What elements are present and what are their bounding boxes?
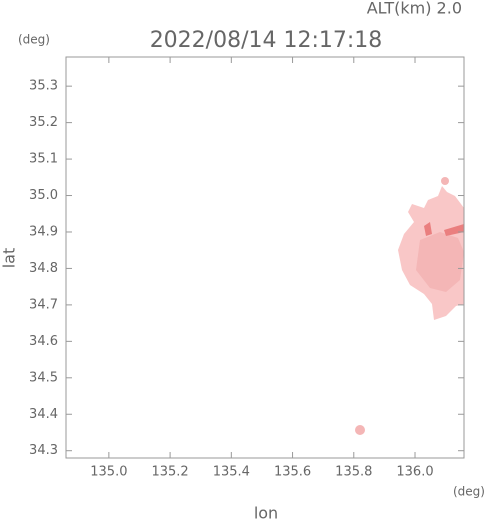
x-unit: (deg) — [453, 485, 485, 499]
y-tick-label: 34.4 — [29, 407, 58, 422]
y-axis-label: lat — [0, 248, 19, 269]
x-tick-label: 135.8 — [335, 465, 372, 480]
x-tick-label: 135.2 — [151, 465, 188, 480]
y-tick-label: 34.6 — [29, 334, 58, 349]
x-tick-label: 136.0 — [396, 465, 433, 480]
y-tick-label: 34.9 — [29, 224, 58, 239]
x-axis-label: lon — [254, 504, 278, 521]
radar-echo — [355, 177, 464, 435]
y-tick-label: 34.3 — [29, 443, 58, 458]
x-tick-label: 135.6 — [274, 465, 311, 480]
x-tick-label: 135.4 — [213, 465, 250, 480]
x-tick-label: 135.0 — [90, 465, 127, 480]
y-tick-label: 34.8 — [29, 261, 58, 276]
y-tick-label: 34.7 — [29, 297, 58, 312]
y-tick-label: 35.3 — [29, 79, 58, 94]
chart-title: 2022/08/14 12:17:18 — [150, 28, 383, 53]
y-tick-label: 35.1 — [29, 152, 58, 167]
plot-frame — [65, 56, 465, 459]
y-tick-label: 35.0 — [29, 188, 58, 203]
y-tick-label: 34.5 — [29, 370, 58, 385]
y-tick-label: 35.2 — [29, 115, 58, 130]
altitude-label: ALT(km) 2.0 — [367, 0, 462, 18]
y-unit: (deg) — [18, 33, 50, 47]
